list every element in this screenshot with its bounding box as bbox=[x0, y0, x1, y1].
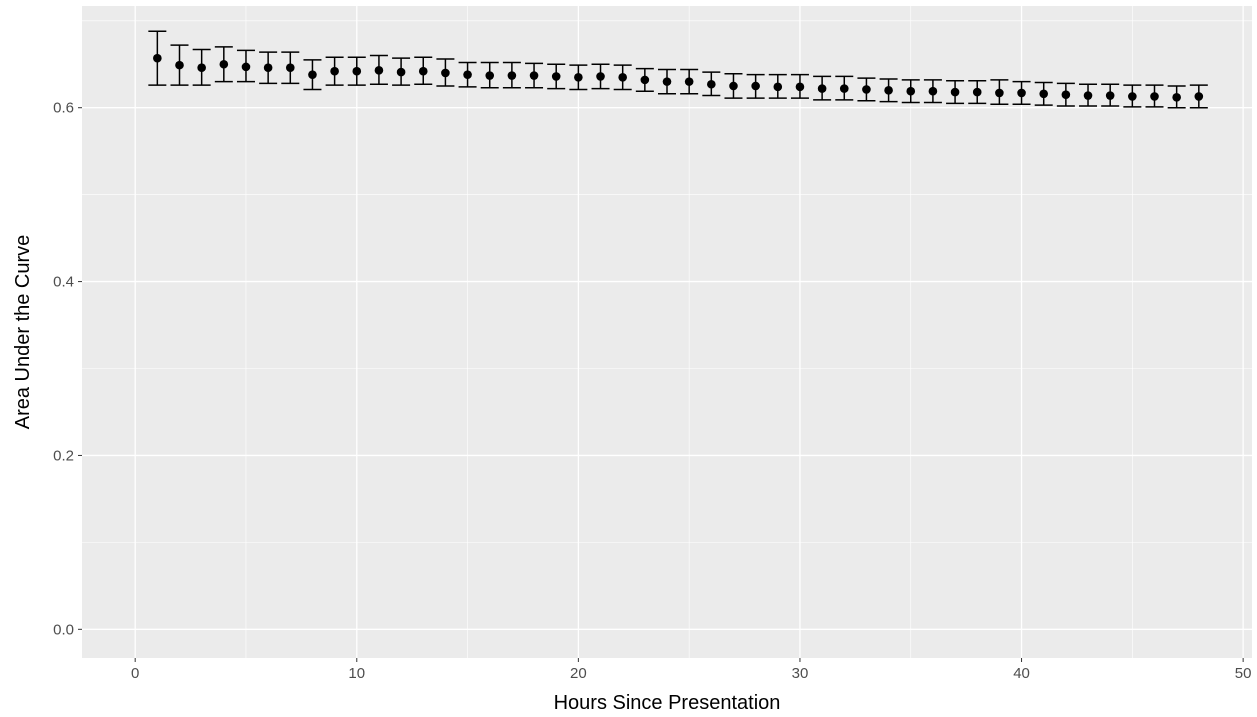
data-point bbox=[884, 86, 893, 95]
data-point bbox=[862, 85, 871, 94]
data-point bbox=[1039, 89, 1049, 99]
y-axis: 0.0 0.2 0.4 0.6 bbox=[53, 100, 82, 638]
data-point bbox=[1150, 92, 1159, 101]
x-tick-label: 10 bbox=[348, 665, 365, 682]
data-point bbox=[241, 62, 251, 72]
y-tick-label: 0.0 bbox=[53, 621, 74, 638]
data-point bbox=[1194, 92, 1204, 101]
data-point bbox=[618, 72, 627, 82]
data-point bbox=[285, 63, 295, 73]
y-tick-label: 0.4 bbox=[53, 274, 74, 291]
data-point bbox=[374, 66, 384, 75]
minor-gridlines bbox=[82, 6, 1252, 658]
data-point bbox=[352, 66, 362, 76]
x-axis-title: Hours Since Presentation bbox=[554, 692, 781, 714]
data-point bbox=[995, 88, 1004, 98]
data-point bbox=[707, 79, 716, 89]
data-point bbox=[1061, 90, 1071, 99]
data-point bbox=[773, 82, 783, 92]
x-tick-label: 40 bbox=[1013, 665, 1030, 682]
data-point bbox=[263, 63, 273, 73]
data-point bbox=[684, 77, 694, 86]
data-point bbox=[972, 87, 982, 97]
x-tick-label: 50 bbox=[1235, 665, 1252, 682]
data-point bbox=[529, 71, 539, 80]
data-point bbox=[839, 84, 849, 93]
data-point bbox=[175, 60, 184, 70]
data-point bbox=[418, 66, 428, 76]
data-point bbox=[1128, 92, 1137, 101]
data-point bbox=[330, 66, 339, 76]
data-point bbox=[441, 68, 450, 78]
data-point bbox=[662, 77, 672, 86]
data-point bbox=[1172, 92, 1181, 102]
data-point bbox=[507, 71, 517, 80]
y-tick-label: 0.2 bbox=[53, 447, 74, 464]
data-point bbox=[795, 82, 805, 92]
plot-panel bbox=[82, 6, 1252, 658]
data-point bbox=[1017, 88, 1026, 98]
data-point bbox=[751, 81, 760, 91]
data-point bbox=[485, 71, 495, 80]
data-point bbox=[463, 70, 472, 79]
y-axis-title: Area Under the Curve bbox=[12, 235, 34, 430]
major-gridlines bbox=[82, 6, 1252, 658]
data-point bbox=[1105, 91, 1115, 100]
data-point bbox=[729, 81, 738, 91]
data-point bbox=[551, 72, 561, 81]
x-tick-label: 20 bbox=[570, 665, 587, 682]
data-point bbox=[396, 67, 406, 77]
x-tick-label: 30 bbox=[792, 665, 809, 682]
data-point bbox=[574, 72, 583, 82]
x-tick-label: 0 bbox=[131, 665, 139, 682]
y-tick-label: 0.6 bbox=[53, 100, 74, 117]
data-points bbox=[153, 53, 1204, 102]
data-point bbox=[197, 63, 206, 73]
data-point bbox=[640, 75, 650, 85]
data-point bbox=[219, 59, 229, 69]
data-point bbox=[153, 53, 162, 63]
data-point bbox=[928, 86, 938, 96]
data-point bbox=[906, 86, 916, 96]
x-axis: 0 10 20 30 40 50 bbox=[131, 658, 1251, 682]
data-point bbox=[308, 70, 317, 79]
data-point bbox=[950, 87, 960, 97]
data-point bbox=[1083, 91, 1093, 100]
data-point bbox=[817, 84, 827, 93]
data-point bbox=[596, 72, 605, 81]
